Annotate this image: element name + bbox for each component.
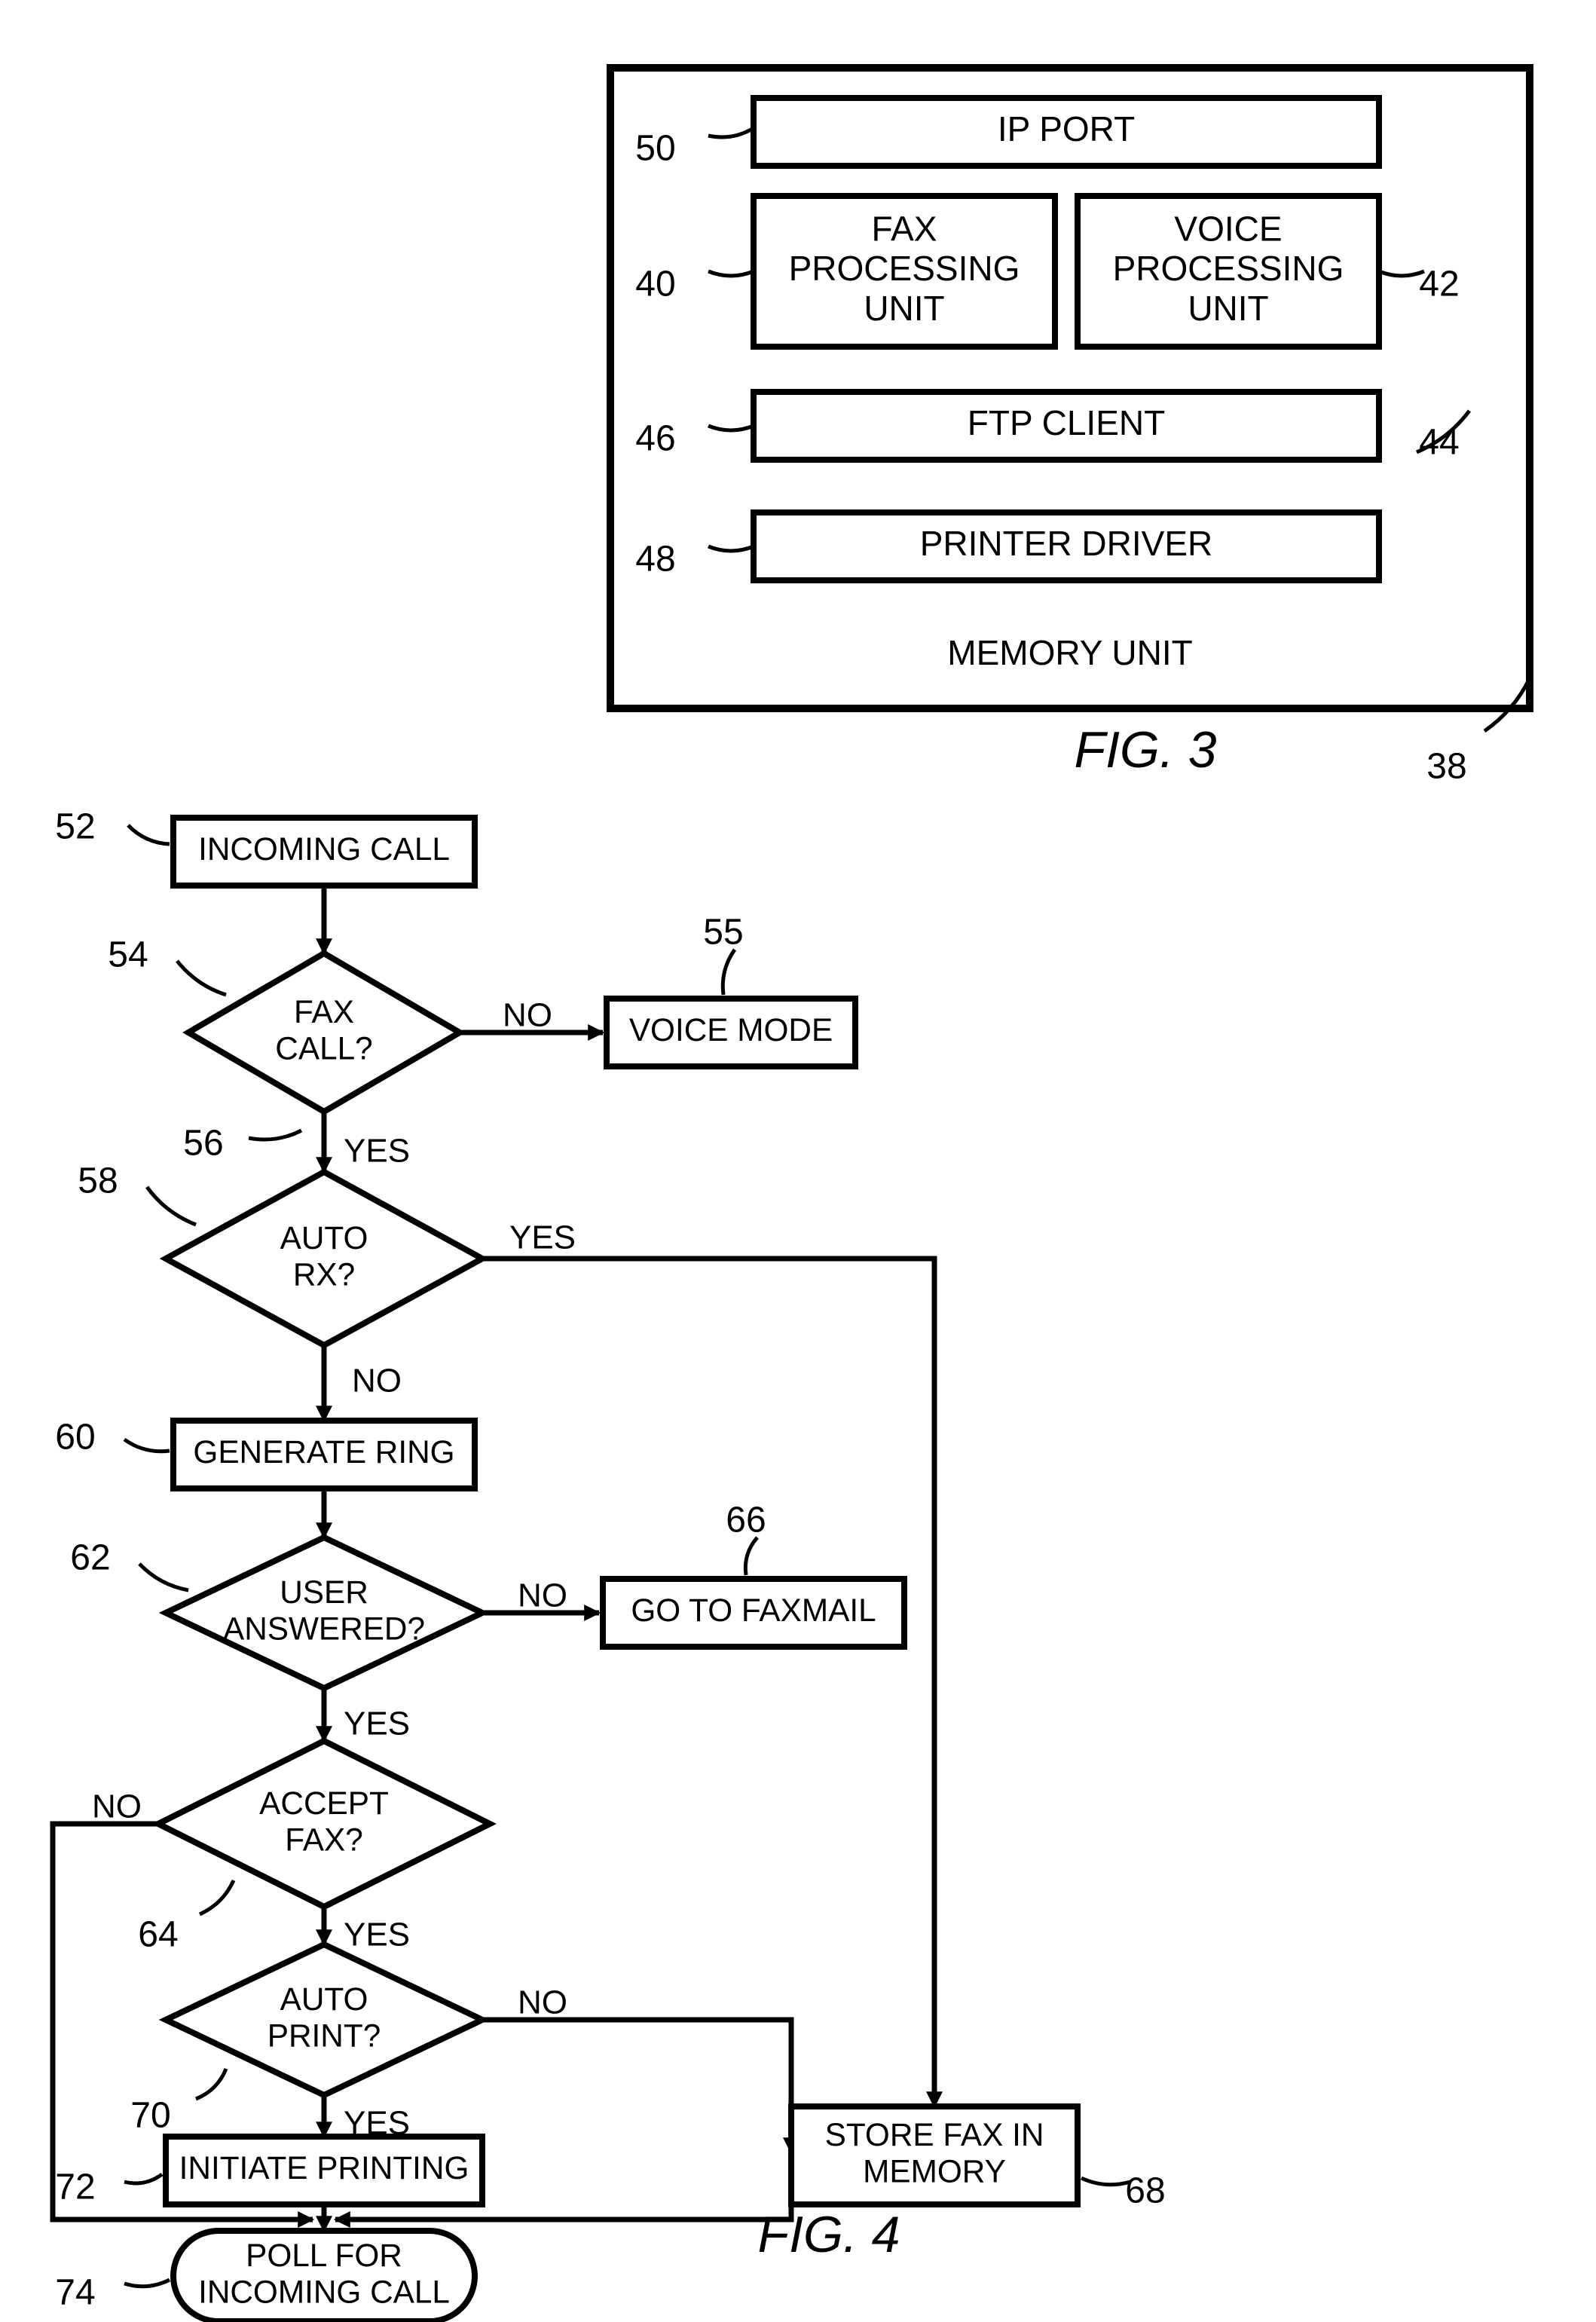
ref-label-54: 54: [108, 935, 148, 975]
text-line: INCOMING CALL: [198, 2275, 450, 2310]
ref-label-68: 68: [1125, 2171, 1165, 2211]
edge-label: NO: [92, 1788, 142, 1825]
leader-line: [708, 128, 754, 137]
ref-label-70: 70: [130, 2096, 170, 2136]
autorx-text: AUTORX?: [280, 1220, 368, 1293]
text-line: ACCEPT: [259, 1785, 389, 1821]
genring-text: GENERATE RING: [193, 1434, 454, 1470]
ref-label-46: 46: [635, 419, 675, 459]
text-line: FAX: [294, 994, 354, 1029]
text-line: PRINT?: [268, 2018, 381, 2054]
text-line: UNIT: [864, 289, 944, 328]
text-line: CALL?: [275, 1031, 372, 1066]
leader-line: [249, 1130, 301, 1140]
leader-line: [124, 1439, 170, 1452]
leader-line: [147, 1187, 196, 1225]
printer_driver-text: PRINTER DRIVER: [920, 524, 1212, 563]
ref-label-42: 42: [1419, 265, 1459, 304]
ref-label-38: 38: [1426, 747, 1466, 787]
ref-label-64: 64: [138, 1915, 178, 1955]
text-line: STORE FAX IN: [825, 2117, 1044, 2152]
leader-line: [124, 2174, 162, 2183]
ref-label-62: 62: [70, 1538, 110, 1578]
leader-line: [139, 1564, 188, 1590]
text-line: GO TO FAXMAIL: [631, 1592, 876, 1628]
incoming-text: INCOMING CALL: [198, 831, 450, 867]
ref-label-50: 50: [635, 129, 675, 169]
text-line: PRINTER DRIVER: [920, 524, 1212, 563]
text-line: VOICE MODE: [629, 1012, 833, 1048]
text-line: INCOMING CALL: [198, 831, 450, 867]
edge-label: NO: [352, 1363, 402, 1400]
text-line: VOICE: [1174, 209, 1282, 248]
leader-line: [1081, 2178, 1130, 2185]
memory-unit-caption: MEMORY UNIT: [947, 633, 1192, 672]
leader-line: [708, 546, 754, 551]
leader-line: [196, 2069, 226, 2099]
text-line: ANSWERED?: [223, 1611, 425, 1647]
edge-label: NO: [518, 1577, 567, 1614]
leader-line: [177, 961, 226, 995]
leader-line: [1379, 271, 1424, 276]
edge-line: [482, 2020, 791, 2152]
edge-label: NO: [518, 1984, 567, 2021]
leader-line: [708, 271, 754, 276]
text-line: MEMORY: [863, 2154, 1006, 2189]
leader-line: [128, 825, 170, 844]
leader-line: [723, 950, 735, 995]
edge-label: YES: [344, 1133, 410, 1170]
text-line: PROCESSING: [1113, 249, 1344, 288]
text-line: GENERATE RING: [193, 1434, 454, 1470]
leader-line: [200, 1880, 234, 1914]
fig3-title: FIG. 3: [1075, 721, 1217, 779]
ref-label-44: 44: [1419, 423, 1459, 463]
ref-label-60: 60: [55, 1418, 95, 1458]
text-line: FTP CLIENT: [968, 403, 1165, 442]
text-line: AUTO: [280, 1220, 368, 1256]
text-line: FAX?: [285, 1822, 363, 1858]
edge-label: NO: [503, 997, 552, 1034]
ftp_client-text: FTP CLIENT: [968, 403, 1165, 442]
autoprint-text: AUTOPRINT?: [268, 1981, 381, 2054]
ip_port-text: IP PORT: [998, 109, 1135, 148]
leader-line: [708, 426, 754, 430]
faxmail-text: GO TO FAXMAIL: [631, 1592, 876, 1628]
text-line: USER: [280, 1574, 368, 1610]
ref-label-48: 48: [635, 540, 675, 580]
leader-line: [124, 2280, 170, 2287]
ref-label-56: 56: [183, 1124, 223, 1164]
text-line: PROCESSING: [789, 249, 1020, 288]
ref-label-66: 66: [726, 1501, 766, 1540]
text-line: RX?: [293, 1257, 355, 1293]
ref-label-40: 40: [635, 265, 675, 304]
ref-label-74: 74: [55, 2273, 95, 2313]
text-line: AUTO: [280, 1981, 368, 2017]
edge-line: [482, 1259, 934, 2106]
voicemode-text: VOICE MODE: [629, 1012, 833, 1048]
diagram-canvas: MEMORY UNIT3844IP PORT50FAXPROCESSINGUNI…: [0, 0, 1596, 2322]
initprint-text: INITIATE PRINTING: [179, 2150, 469, 2186]
text-line: IP PORT: [998, 109, 1135, 148]
ref-label-58: 58: [78, 1161, 118, 1201]
leader-line: [745, 1537, 757, 1575]
ref-label-72: 72: [55, 2168, 95, 2207]
edge-label: YES: [344, 1917, 410, 1953]
ref-label-55: 55: [703, 913, 743, 953]
text-line: INITIATE PRINTING: [179, 2150, 469, 2186]
text-line: UNIT: [1188, 289, 1268, 328]
ref-label-52: 52: [55, 807, 95, 847]
fig4-title: FIG. 4: [758, 2206, 900, 2263]
fax_unit-text: FAXPROCESSINGUNIT: [789, 209, 1020, 328]
text-line: FAX: [872, 209, 937, 248]
edge-label: YES: [509, 1219, 576, 1256]
edge-label: YES: [344, 1706, 410, 1742]
voice_unit-text: VOICEPROCESSINGUNIT: [1113, 209, 1344, 328]
text-line: POLL FOR: [246, 2238, 402, 2273]
